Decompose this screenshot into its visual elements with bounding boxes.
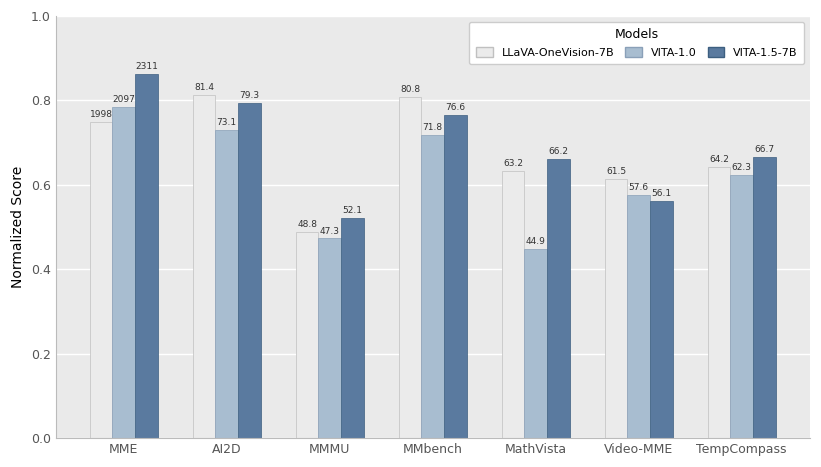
Bar	[444, 115, 466, 438]
Bar	[193, 95, 215, 438]
Text: 44.9: 44.9	[525, 237, 546, 246]
Text: 1998: 1998	[89, 111, 112, 120]
Text: 47.3: 47.3	[319, 226, 340, 235]
Bar	[135, 74, 158, 438]
Text: 66.2: 66.2	[548, 147, 568, 156]
Text: 76.6: 76.6	[445, 103, 466, 112]
Text: 80.8: 80.8	[400, 85, 420, 94]
Bar	[731, 175, 753, 438]
Legend: LLaVA-OneVision-7B, VITA-1.0, VITA-1.5-7B: LLaVA-OneVision-7B, VITA-1.0, VITA-1.5-7…	[470, 21, 805, 64]
Text: 81.4: 81.4	[194, 83, 214, 92]
Text: 2097: 2097	[112, 95, 135, 104]
Bar	[399, 97, 421, 438]
Bar	[238, 104, 261, 438]
Bar	[627, 195, 650, 438]
Bar	[341, 218, 364, 438]
Text: 61.5: 61.5	[606, 167, 626, 176]
Bar	[319, 239, 341, 438]
Text: 71.8: 71.8	[423, 123, 443, 132]
Bar	[547, 159, 570, 438]
Text: 73.1: 73.1	[217, 118, 236, 127]
Bar	[296, 232, 319, 438]
Text: 62.3: 62.3	[732, 163, 751, 172]
Y-axis label: Normalized Score: Normalized Score	[11, 166, 25, 288]
Bar	[753, 156, 776, 438]
Text: 2311: 2311	[135, 62, 158, 71]
Bar	[502, 171, 525, 438]
Text: 48.8: 48.8	[297, 220, 317, 229]
Text: 66.7: 66.7	[754, 145, 774, 154]
Bar	[215, 130, 238, 438]
Text: 57.6: 57.6	[629, 183, 649, 192]
Bar	[708, 167, 731, 438]
Text: 56.1: 56.1	[651, 190, 672, 198]
Bar	[525, 248, 547, 438]
Bar	[605, 178, 627, 438]
Bar	[112, 107, 135, 438]
Text: 64.2: 64.2	[709, 155, 729, 164]
Bar	[89, 122, 112, 438]
Bar	[421, 135, 444, 438]
Bar	[650, 201, 672, 438]
Text: 52.1: 52.1	[342, 206, 362, 215]
Text: 63.2: 63.2	[503, 159, 523, 169]
Text: 79.3: 79.3	[240, 92, 259, 100]
